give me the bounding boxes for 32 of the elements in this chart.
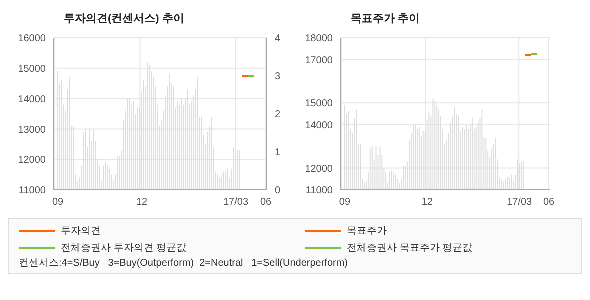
y2-tick-label: 0 xyxy=(275,186,281,197)
y-tick-label: 12000 xyxy=(305,164,334,175)
x-tick-label: 17/03 xyxy=(507,197,533,208)
y2-tick-label: 4 xyxy=(275,34,281,45)
y-tick-label: 11000 xyxy=(18,186,46,197)
y-tick-label: 15000 xyxy=(305,98,334,110)
y2-tick-label: 1 xyxy=(275,148,281,159)
x-tick-label: 12 xyxy=(136,197,148,208)
legend-label: 전체증권사 투자의견 평균값 xyxy=(61,242,187,254)
y2-tick-label: 3 xyxy=(275,72,281,83)
x-tick-label: 06 xyxy=(543,197,556,208)
y-tick-label: 17000 xyxy=(305,55,334,66)
y-tick-label: 15000 xyxy=(18,64,46,75)
x-tick-label: 12 xyxy=(422,197,434,208)
y-tick-label: 14000 xyxy=(18,94,46,106)
legend-label: 목표주가 xyxy=(347,224,387,238)
y-tick-label: 16000 xyxy=(18,34,46,45)
y-tick-label: 18000 xyxy=(305,34,334,45)
text: 컨센서스:4=S/Buy 3=Buy(Outperform) 2=Neutral 1=Sell(Underperform) xyxy=(19,257,348,271)
y2-tick-label: 2 xyxy=(275,110,281,121)
chart-title: 투자의견(컨센서스) 추이 xyxy=(63,12,186,27)
x-tick-label: 17/03 xyxy=(223,197,249,208)
x-tick-label: 09 xyxy=(339,197,351,208)
y-tick-label: 13000 xyxy=(18,124,46,136)
y-tick-label: 12000 xyxy=(18,155,46,166)
chart-title: 목표주가 추이 xyxy=(350,12,422,27)
legend-label: 전체증권사 목표주가 평균값 xyxy=(347,242,473,254)
x-tick-label: 09 xyxy=(52,197,64,208)
legend-label: 투자의견 xyxy=(61,224,101,238)
y-tick-label: 11000 xyxy=(306,186,334,197)
y-tick-label: 14000 xyxy=(305,120,334,132)
x-tick-label: 06 xyxy=(260,197,272,208)
